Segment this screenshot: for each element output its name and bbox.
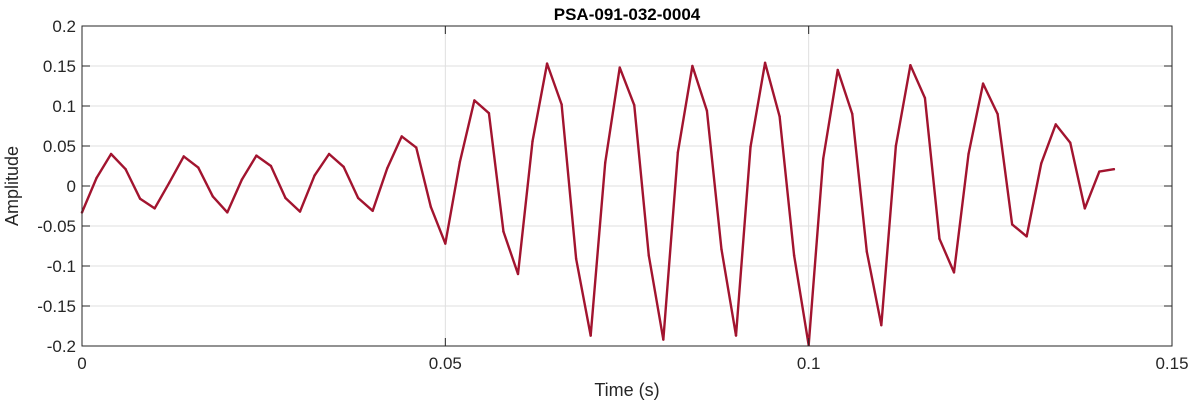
data-point (1054, 123, 1057, 126)
y-tick-label: 0.05 (43, 137, 76, 156)
data-point (996, 112, 999, 116)
data-point (197, 166, 200, 169)
x-tick-label: 0.05 (429, 354, 462, 373)
x-axis-label: Time (s) (594, 380, 659, 400)
data-point (1010, 223, 1014, 226)
data-point (749, 145, 752, 148)
data-point (894, 144, 898, 148)
data-point (298, 210, 302, 213)
data-point (836, 68, 839, 72)
data-point (647, 254, 650, 257)
data-point (95, 176, 98, 180)
data-point (386, 167, 389, 170)
data-point (1098, 170, 1101, 173)
data-point (1083, 207, 1087, 210)
data-point (240, 178, 244, 181)
y-tick-label: -0.15 (37, 297, 76, 316)
data-point (792, 254, 796, 257)
y-tick-labels: 0.2 0.15 0.1 0.05 0 -0.05 -0.1 -0.15 -0.2 (37, 17, 76, 356)
data-point (255, 154, 258, 157)
y-tick-label: 0.1 (52, 97, 76, 116)
data-point (444, 242, 447, 245)
data-point (327, 152, 331, 156)
data-point (516, 272, 520, 276)
data-point (429, 205, 432, 208)
x-tick-label: 0.15 (1155, 354, 1188, 373)
data-point (633, 104, 636, 107)
data-point (778, 115, 781, 118)
data-point (1069, 141, 1072, 144)
y-tick-label: 0.2 (52, 17, 76, 36)
data-point (1112, 168, 1116, 171)
data-point (138, 197, 142, 200)
data-point (952, 271, 956, 274)
data-point (531, 140, 534, 143)
chart-title: PSA-091-032-0004 (554, 5, 701, 24)
data-point (691, 64, 694, 68)
data-point (981, 82, 985, 85)
tick-marks (81, 25, 1173, 347)
data-point (342, 165, 345, 168)
data-point (822, 157, 825, 160)
y-tick-label: -0.2 (47, 337, 76, 356)
data-point (458, 160, 462, 164)
data-point (589, 334, 592, 337)
y-tick-label: -0.05 (37, 217, 76, 236)
data-point (574, 257, 578, 260)
data-point (938, 237, 941, 240)
data-point (604, 161, 607, 164)
data-point (618, 66, 621, 69)
data-point (400, 135, 403, 138)
data-point (211, 195, 214, 198)
data-point (487, 112, 491, 115)
data-point (662, 338, 665, 341)
data-point (865, 250, 868, 253)
data-point (880, 324, 883, 327)
data-point (415, 146, 418, 149)
data-point (356, 196, 360, 200)
data-point (967, 152, 970, 156)
data-point (109, 152, 113, 156)
data-point (851, 112, 854, 116)
y-tick-label: 0.15 (43, 57, 76, 76)
data-point (371, 209, 374, 212)
x-tick-label: 0 (77, 354, 86, 373)
data-point (734, 334, 738, 337)
data-point (284, 196, 287, 200)
data-point (676, 151, 680, 154)
data-point (923, 96, 927, 100)
data-point (226, 211, 229, 214)
data-point (560, 103, 563, 106)
data-point (545, 62, 549, 65)
data-point (269, 164, 273, 168)
data-point (182, 155, 185, 158)
data-layer (80, 61, 1116, 347)
y-tick-label: 0 (67, 177, 76, 196)
data-point (763, 61, 767, 64)
data-point (473, 99, 476, 102)
data-point (720, 248, 723, 251)
series-line (80, 61, 1116, 347)
x-tick-labels: 0 0.05 0.1 0.15 (77, 354, 1188, 373)
data-point (909, 63, 912, 67)
data-point (705, 109, 709, 113)
y-tick-label: -0.1 (47, 257, 76, 276)
data-point (502, 230, 505, 233)
data-point (168, 181, 171, 184)
data-point (313, 174, 316, 177)
data-point (124, 168, 127, 171)
data-point (153, 207, 156, 210)
x-tick-label: 0.1 (797, 354, 821, 373)
grid-lines (81, 25, 1173, 347)
y-axis-label: Amplitude (2, 146, 22, 226)
data-point (1040, 162, 1043, 165)
data-point (1025, 235, 1028, 238)
